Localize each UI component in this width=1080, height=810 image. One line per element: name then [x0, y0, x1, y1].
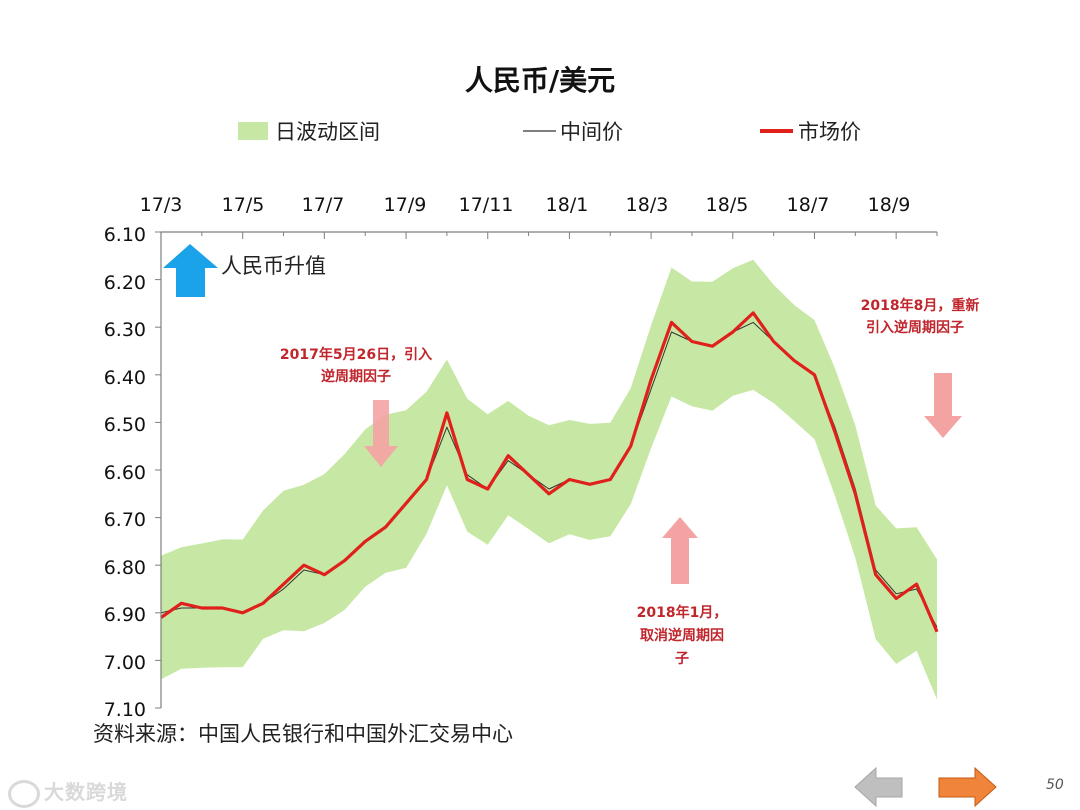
- event2-label: 2018年1月，: [637, 604, 728, 621]
- x-tick-label: 17/9: [384, 194, 427, 216]
- x-tick-label: 17/5: [222, 194, 265, 216]
- event1-label: 逆周期因子: [321, 368, 391, 385]
- y-tick-label: 6.40: [104, 367, 146, 389]
- prev-page-arrow-icon[interactable]: [854, 766, 903, 808]
- watermark-text: 大数跨境: [44, 780, 128, 804]
- legend-swatch-band: [238, 122, 268, 140]
- y-tick-label: 6.80: [104, 557, 146, 579]
- legend-label-market: 市场价: [798, 120, 861, 144]
- source-note: 资料来源：中国人民银行和中国外汇交易中心: [93, 722, 513, 746]
- page-number: 50: [1046, 777, 1064, 793]
- x-tick-label: 17/11: [459, 194, 514, 216]
- y-tick-label: 6.70: [104, 509, 146, 531]
- next-page-arrow-icon[interactable]: [938, 766, 997, 808]
- market-price-line: [160, 311, 939, 633]
- event3-label: 引入逆周期因子: [866, 319, 964, 336]
- event1-down-arrow-icon: [364, 400, 398, 467]
- event2-label: 子: [675, 651, 689, 667]
- event2-up-arrow-icon: [662, 517, 698, 584]
- y-tick-label: 6.10: [104, 224, 146, 246]
- event1-label: 2017年5月26日，引入: [280, 346, 432, 363]
- y-tick-label: 7.10: [104, 699, 146, 721]
- x-tick-label: 17/7: [302, 194, 345, 216]
- appreciation-label: 人民币升值: [221, 254, 326, 278]
- event3-down-arrow-icon: [924, 373, 962, 438]
- y-tick-label: 6.30: [104, 319, 146, 341]
- event3-label: 2018年8月，重新: [861, 297, 980, 314]
- x-tick-label: 18/7: [787, 194, 830, 216]
- band-area: [161, 259, 937, 700]
- watermark-logo: 大数跨境: [8, 776, 128, 808]
- legend-label-mid: 中间价: [560, 120, 623, 144]
- y-tick-label: 6.60: [104, 462, 146, 484]
- y-tick-label: 6.90: [104, 604, 146, 626]
- x-tick-label: 18/5: [706, 194, 749, 216]
- x-tick-label: 18/3: [626, 194, 669, 216]
- logo-ring-icon: [8, 779, 40, 808]
- chart-title: 人民币/美元: [465, 64, 615, 97]
- x-tick-label: 17/3: [140, 194, 183, 216]
- legend-label-band: 日波动区间: [275, 120, 380, 144]
- event2-label: 取消逆周期因: [640, 627, 724, 644]
- x-tick-label: 18/9: [868, 194, 911, 216]
- appreciation-arrow-icon: [163, 244, 218, 297]
- y-tick-label: 7.00: [104, 652, 146, 674]
- y-tick-label: 6.50: [104, 414, 146, 436]
- y-tick-label: 6.20: [104, 272, 146, 294]
- x-tick-label: 18/1: [546, 194, 589, 216]
